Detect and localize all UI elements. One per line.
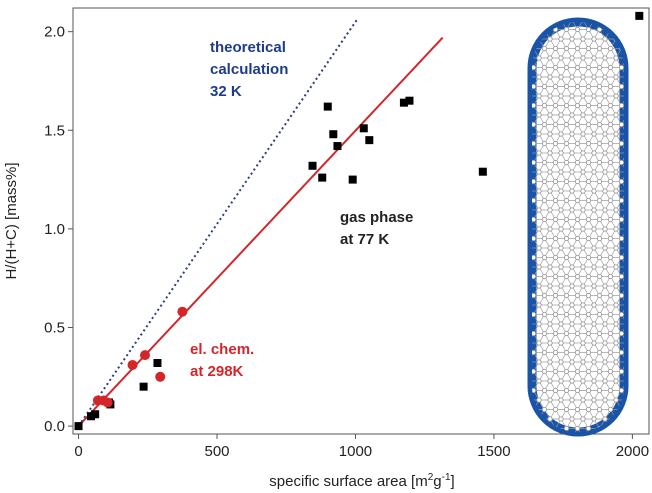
gas-phase-point [333,142,342,151]
nanotube-inset [527,17,629,437]
x-axis-label: specific surface area [m2g-1] [269,472,454,490]
gas-phase-point [329,130,338,139]
x-tick-label: 500 [204,443,229,460]
y-tick-label: 1.0 [44,221,65,238]
y-tick-label: 0.5 [44,320,65,337]
el-chem-point [102,397,113,408]
annotation-theoretical-line3: 32 K [210,83,242,100]
gas-phase-point [399,98,408,107]
gas-phase-point [635,11,644,20]
fit-line [77,36,444,427]
el-chem-point [155,371,166,382]
x-tick-label: 1500 [477,443,510,460]
plot-frame [72,7,650,435]
gas-phase-point [359,124,368,133]
annotation-gas-phase-line2: at 77 K [340,231,389,248]
x-tick-label: 0 [74,443,82,460]
gas-phase-point [308,161,317,170]
annotation-theoretical-line2: calculation [210,61,288,78]
gas-phase-point [74,422,83,431]
el-chem-point [177,306,188,317]
gas-phase-point [478,167,487,176]
gas-phase-point [348,175,357,184]
y-tick-label: 2.0 [44,24,65,41]
x-tick-label: 1000 [339,443,372,460]
annotation-gas-phase: gas phase at 77 K [340,209,418,248]
gas-phase-point [139,382,148,391]
gas-phase-point [405,96,414,105]
x-tick-label: 2000 [616,443,649,460]
gas-phase-point [91,410,100,419]
el-chem-point [127,359,138,370]
annotation-theoretical-line1: theoretical [210,39,286,56]
y-tick-label: 1.5 [44,122,65,139]
annotation-el-chem-line1: el. chem. [190,341,254,358]
gas-phase-point [153,359,162,367]
annotation-gas-phase-line1: gas phase [340,209,413,226]
annotation-theoretical: theoretical calculation 32 K [210,39,293,100]
gas-phase-point [318,173,327,182]
y-tick-label: 0.0 [44,418,65,435]
annotation-el-chem: el. chem. at 298K [190,341,258,380]
nanotube-lattice [532,22,624,432]
y-axis-label: H/(H+C) [mass%] [3,162,20,279]
gas-phase-point [323,102,332,111]
gas-phase-point [87,412,95,421]
el-chem-point [140,350,150,361]
annotation-el-chem-line2: at 298K [190,363,244,380]
gas-phase-point [365,136,374,145]
